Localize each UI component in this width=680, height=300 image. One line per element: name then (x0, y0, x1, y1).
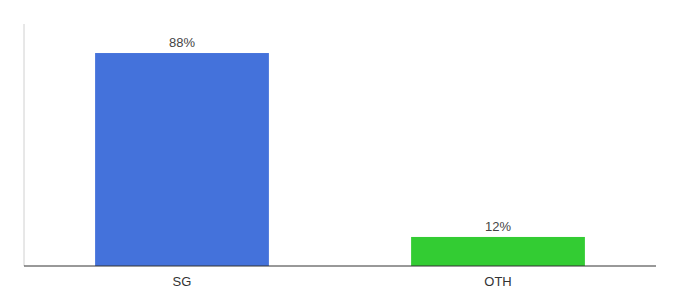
data-label: 88% (169, 35, 195, 50)
x-tick-label: OTH (484, 274, 511, 289)
y-axis-line (24, 24, 25, 266)
bars (95, 53, 585, 266)
chart-container: 88% 12% SG OTH (0, 0, 680, 300)
data-label: 12% (485, 219, 511, 234)
data-labels: 88% 12% (169, 35, 511, 234)
x-tick-label: SG (173, 274, 192, 289)
bar (411, 237, 585, 266)
x-tick-labels: SG OTH (173, 274, 512, 289)
chart: 88% 12% SG OTH (0, 0, 680, 300)
bar (95, 53, 269, 266)
x-axis-line (24, 266, 656, 267)
